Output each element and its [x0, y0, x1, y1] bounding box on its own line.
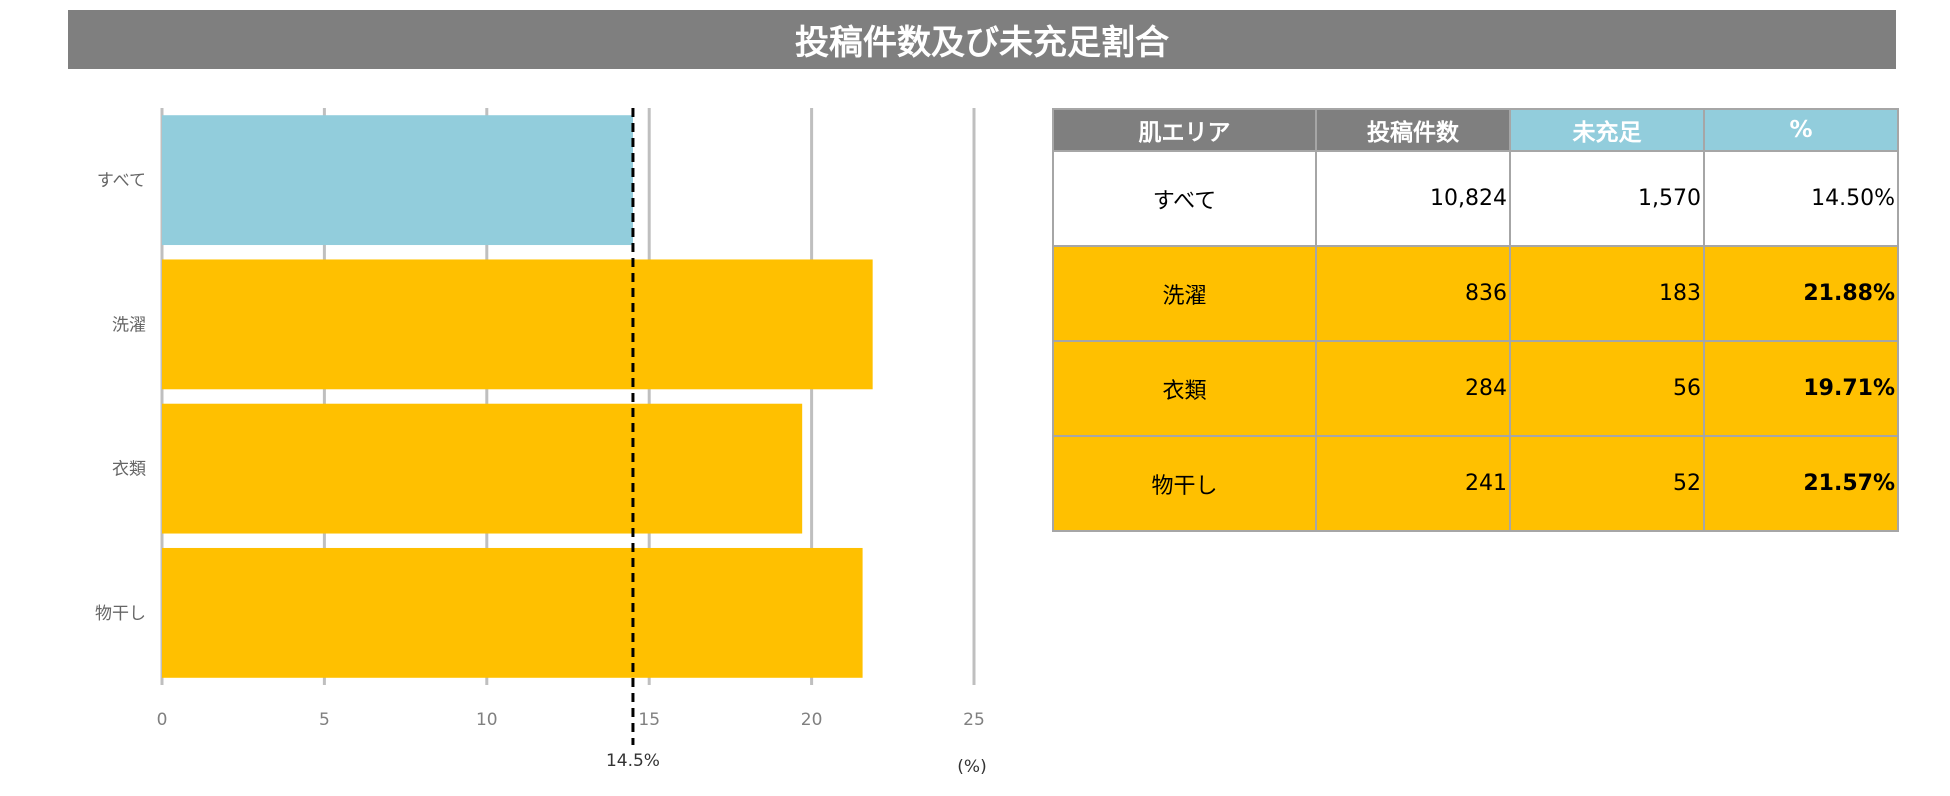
table-row: 洗濯 836 183 21.88% [1052, 245, 1899, 342]
x-tick-label: 10 [476, 710, 498, 730]
row-unmet: 52 [1509, 435, 1705, 532]
reference-line-label: 14.5% [606, 751, 660, 771]
x-tick-label: 15 [638, 710, 660, 730]
header-count: 投稿件数 [1315, 108, 1511, 152]
bar [162, 403, 803, 534]
row-area: すべて [1052, 150, 1317, 247]
row-unmet: 56 [1509, 340, 1705, 437]
row-percent: 19.71% [1703, 340, 1899, 437]
x-tick-label: 25 [963, 710, 985, 730]
table-row: すべて 10,824 1,570 14.50% [1052, 150, 1899, 247]
table-row: 衣類 284 56 19.71% [1052, 340, 1899, 437]
bars [162, 115, 873, 678]
bar [162, 547, 863, 678]
row-percent: 21.88% [1703, 245, 1899, 342]
row-area: 衣類 [1052, 340, 1317, 437]
x-tick-label: 0 [157, 710, 168, 730]
row-count: 284 [1315, 340, 1511, 437]
header-unmet: 未充足 [1509, 108, 1705, 152]
row-count: 10,824 [1315, 150, 1511, 247]
category-label: すべて [97, 171, 146, 191]
row-area: 洗濯 [1052, 245, 1317, 342]
row-count: 241 [1315, 435, 1511, 532]
row-area: 物干し [1052, 435, 1317, 532]
table-header-row: 肌エリア 投稿件数 未充足 % [1052, 108, 1899, 152]
row-unmet: 1,570 [1509, 150, 1705, 247]
row-unmet: 183 [1509, 245, 1705, 342]
x-tick-label: 20 [801, 710, 823, 730]
row-count: 836 [1315, 245, 1511, 342]
x-tick-labels: 0 5 10 15 20 25 [157, 710, 985, 730]
header-percent: % [1703, 108, 1899, 152]
category-label: 衣類 [112, 460, 146, 480]
row-percent: 14.50% [1703, 150, 1899, 247]
bar [162, 115, 633, 246]
category-label: 洗濯 [112, 315, 146, 335]
row-percent: 21.57% [1703, 435, 1899, 532]
category-label: 物干し [95, 604, 146, 624]
x-unit-label: (%) [957, 757, 986, 777]
summary-table: 肌エリア 投稿件数 未充足 % すべて 10,824 1,570 14.50% … [1052, 108, 1899, 532]
header-area: 肌エリア [1052, 108, 1317, 152]
reference-line-group: 14.5% [606, 108, 660, 771]
page-title: 投稿件数及び未充足割合 [68, 10, 1896, 69]
x-tick-label: 5 [319, 710, 330, 730]
bar [162, 259, 873, 390]
table-row: 物干し 241 52 21.57% [1052, 435, 1899, 532]
